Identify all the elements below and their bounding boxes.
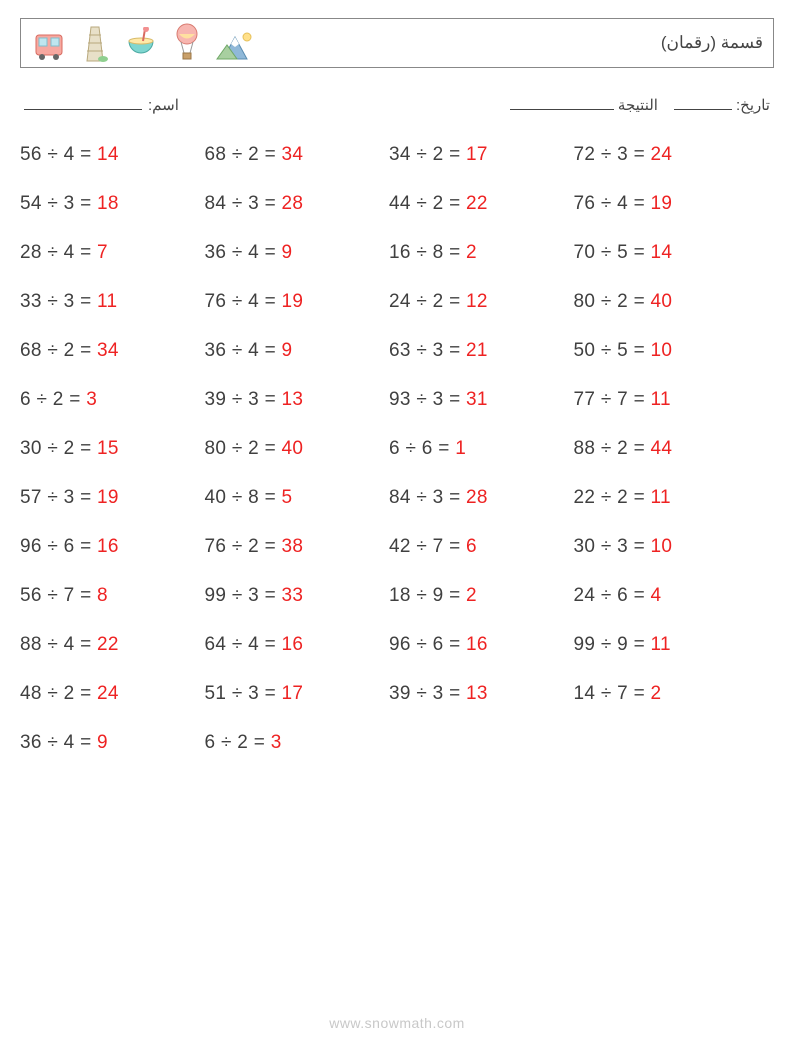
problem-cell: 57 ÷ 3 = 19 <box>20 487 193 509</box>
problem-cell: 99 ÷ 3 = 33 <box>205 585 378 607</box>
problem-cell: 30 ÷ 3 = 10 <box>574 536 747 558</box>
problem-cell: 72 ÷ 3 = 24 <box>574 144 747 166</box>
bus-icon <box>31 27 67 63</box>
problem-cell: 70 ÷ 5 = 14 <box>574 242 747 264</box>
score-blank <box>510 96 614 110</box>
problem-cell: 64 ÷ 4 = 16 <box>205 634 378 656</box>
problem-cell: 84 ÷ 3 = 28 <box>205 193 378 215</box>
problem-cell: 63 ÷ 3 = 21 <box>389 340 562 362</box>
problem-cell: 30 ÷ 2 = 15 <box>20 438 193 460</box>
problem-cell: 80 ÷ 2 = 40 <box>574 291 747 313</box>
score-date-field: النتيجة :تاريخ <box>510 96 770 114</box>
problem-cell: 39 ÷ 3 = 13 <box>205 389 378 411</box>
problem-cell: 36 ÷ 4 = 9 <box>205 340 378 362</box>
problem-cell: 99 ÷ 9 = 11 <box>574 634 747 656</box>
header-icons <box>31 23 255 63</box>
problem-cell: 34 ÷ 2 = 17 <box>389 144 562 166</box>
tower-icon <box>81 23 109 63</box>
problem-cell: 88 ÷ 2 = 44 <box>574 438 747 460</box>
problem-cell: 51 ÷ 3 = 17 <box>205 683 378 705</box>
problem-cell: 36 ÷ 4 = 9 <box>205 242 378 264</box>
problem-cell: 68 ÷ 2 = 34 <box>20 340 193 362</box>
problem-cell: 44 ÷ 2 = 22 <box>389 193 562 215</box>
problem-cell: 96 ÷ 6 = 16 <box>20 536 193 558</box>
problem-cell: 6 ÷ 2 = 3 <box>20 389 193 411</box>
problem-cell: 56 ÷ 7 = 8 <box>20 585 193 607</box>
problem-cell: 36 ÷ 4 = 9 <box>20 732 193 754</box>
problem-cell: 22 ÷ 2 = 11 <box>574 487 747 509</box>
date-label: :تاريخ <box>736 96 770 114</box>
problem-cell: 40 ÷ 8 = 5 <box>205 487 378 509</box>
problem-cell: 76 ÷ 2 = 38 <box>205 536 378 558</box>
problem-cell: 24 ÷ 2 = 12 <box>389 291 562 313</box>
problems-grid: 56 ÷ 4 = 14 68 ÷ 2 = 34 34 ÷ 2 = 17 72 ÷ 3 … <box>20 144 774 754</box>
problem-cell: 68 ÷ 2 = 34 <box>205 144 378 166</box>
problem-cell: 6 ÷ 2 = 3 <box>205 732 378 754</box>
problem-cell: 16 ÷ 8 = 2 <box>389 242 562 264</box>
drink-icon <box>123 27 159 63</box>
footer-url: www.snowmath.com <box>0 1015 794 1031</box>
problem-cell: 33 ÷ 3 = 11 <box>20 291 193 313</box>
date-blank <box>674 96 732 110</box>
problem-cell: 76 ÷ 4 = 19 <box>205 291 378 313</box>
header-bar: (قسمة (رقمان <box>20 18 774 68</box>
problem-cell: 24 ÷ 6 = 4 <box>574 585 747 607</box>
problem-cell: 80 ÷ 2 = 40 <box>205 438 378 460</box>
problem-cell: 50 ÷ 5 = 10 <box>574 340 747 362</box>
problem-cell <box>574 732 747 754</box>
problem-cell: 93 ÷ 3 = 31 <box>389 389 562 411</box>
name-label: :اسم <box>148 96 179 114</box>
problem-cell: 14 ÷ 7 = 2 <box>574 683 747 705</box>
problem-cell: 88 ÷ 4 = 22 <box>20 634 193 656</box>
problem-cell: 39 ÷ 3 = 13 <box>389 683 562 705</box>
info-row: :اسم النتيجة :تاريخ <box>20 96 774 114</box>
problem-cell: 18 ÷ 9 = 2 <box>389 585 562 607</box>
problem-cell: 84 ÷ 3 = 28 <box>389 487 562 509</box>
problem-cell: 76 ÷ 4 = 19 <box>574 193 747 215</box>
mountain-icon <box>215 29 255 63</box>
problem-cell <box>389 732 562 754</box>
score-label: النتيجة <box>618 96 658 114</box>
balloon-icon <box>173 23 201 63</box>
problem-cell: 96 ÷ 6 = 16 <box>389 634 562 656</box>
problem-cell: 28 ÷ 4 = 7 <box>20 242 193 264</box>
problem-cell: 48 ÷ 2 = 24 <box>20 683 193 705</box>
problem-cell: 6 ÷ 6 = 1 <box>389 438 562 460</box>
worksheet-title: (قسمة (رقمان <box>661 33 763 53</box>
problem-cell: 54 ÷ 3 = 18 <box>20 193 193 215</box>
name-blank <box>24 96 142 110</box>
problem-cell: 42 ÷ 7 = 6 <box>389 536 562 558</box>
name-field: :اسم <box>24 96 179 114</box>
problem-cell: 77 ÷ 7 = 11 <box>574 389 747 411</box>
problem-cell: 56 ÷ 4 = 14 <box>20 144 193 166</box>
